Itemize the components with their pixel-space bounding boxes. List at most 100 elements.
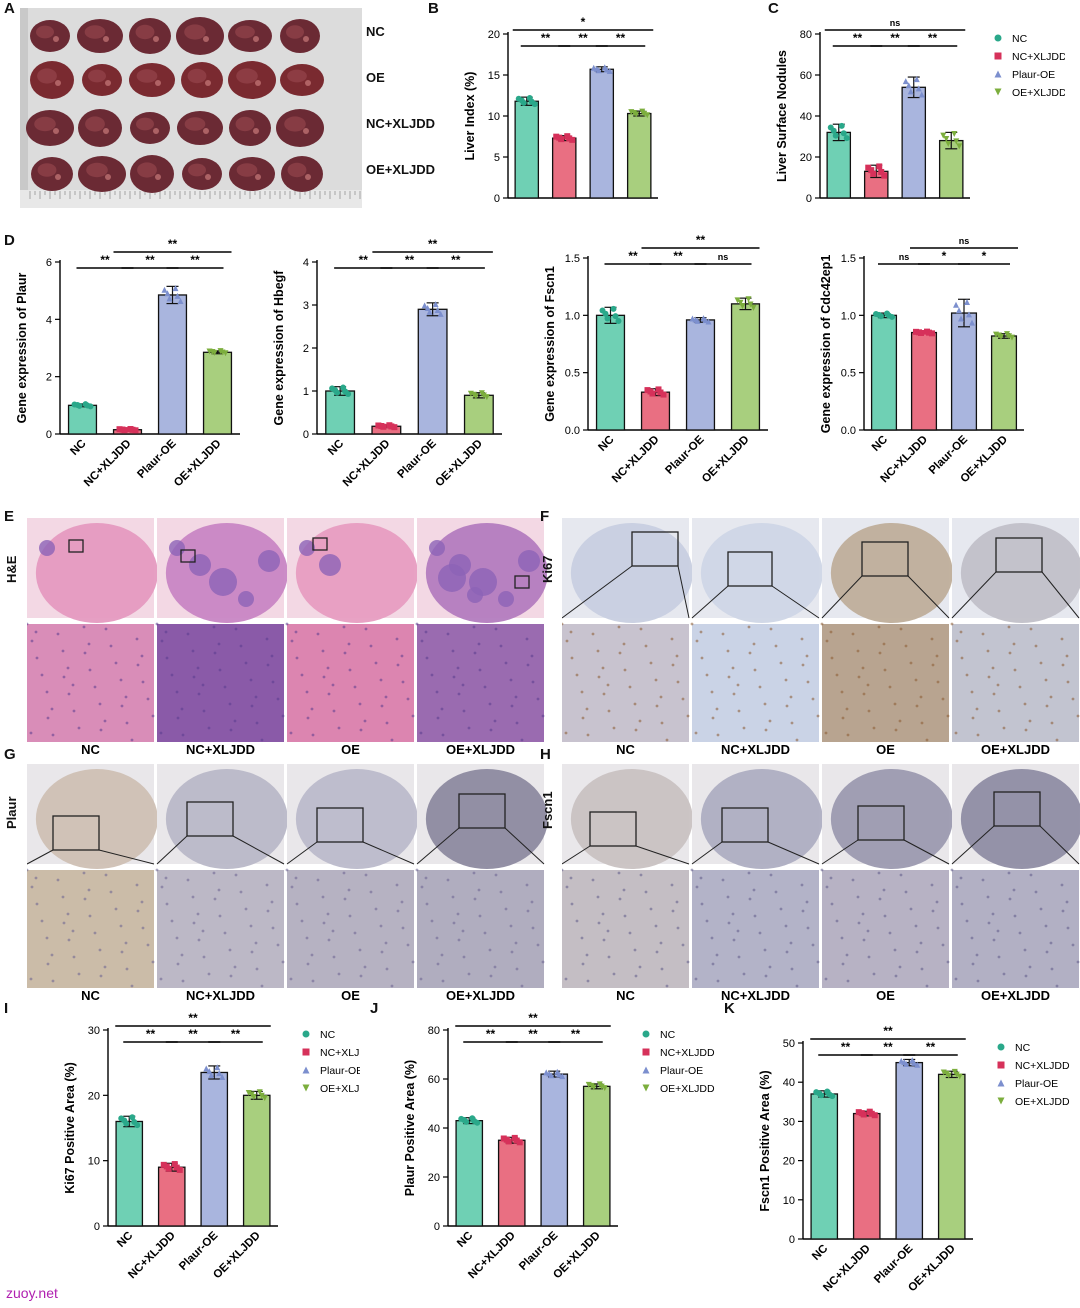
legend-nc-xljdd: NC+XLJDD — [1012, 51, 1065, 63]
zoom-image — [692, 624, 819, 742]
legend-oe-xljdd: OE+XLJDD — [1012, 87, 1065, 99]
liver-row-label: NC+XLJDD — [366, 116, 435, 131]
data-point — [830, 127, 837, 134]
bar-nc — [810, 1093, 839, 1240]
bar-nc-xljdd — [157, 1166, 186, 1227]
data-point — [1006, 333, 1012, 340]
y-tick-label: 3 — [303, 300, 309, 312]
y-tick-label: 30 — [783, 1116, 795, 1128]
histology-ki67: NC NC+XLJDD OE OE+XLJDD — [562, 518, 1080, 757]
significance-label: ** — [616, 31, 626, 45]
liver-row-label: NC — [366, 24, 385, 39]
panel-letter-b: B — [428, 0, 439, 17]
data-point — [996, 332, 1002, 339]
significance-label: * — [982, 249, 987, 263]
significance-label: ** — [541, 31, 551, 45]
data-point — [248, 1091, 255, 1098]
zoom-image — [822, 870, 949, 988]
zoom-line — [416, 827, 460, 865]
y-tick-label: 10 — [488, 111, 500, 123]
legend-nc: NC — [1012, 33, 1028, 45]
x-tick-label: OE+XLJDD — [172, 438, 224, 490]
significance-label: ** — [145, 253, 155, 267]
stain-label: Fscn1 — [540, 791, 555, 829]
group-label: NC+XLJDD — [186, 742, 255, 757]
liver-photo — [20, 8, 362, 208]
x-tick-label: NC — [115, 1230, 135, 1250]
zoom-box — [312, 537, 328, 551]
significance-label: ** — [188, 1012, 198, 1025]
data-point — [256, 1089, 263, 1096]
data-point — [610, 305, 617, 312]
data-point — [219, 349, 226, 356]
histology-he: NC NC+XLJDD OE OE+XLJDD — [27, 518, 547, 757]
data-point — [171, 1161, 178, 1168]
significance-label: * — [942, 249, 947, 263]
zoom-line — [691, 585, 729, 619]
data-point — [905, 82, 912, 89]
zoom-box — [861, 541, 909, 577]
zoom-line — [903, 839, 950, 865]
data-point — [964, 299, 970, 306]
watermark: zuoy.net — [6, 1285, 58, 1301]
bar-oe-xljdd — [730, 303, 761, 431]
zoom-image — [417, 624, 544, 742]
bar-nc — [826, 131, 852, 199]
data-point — [907, 88, 914, 95]
significance-label: ns — [890, 18, 901, 28]
legend-plaur-oe-marker — [642, 1066, 650, 1074]
y-axis-label: Liver Surface Nodules — [775, 50, 789, 182]
bar-oe-xljdd — [463, 394, 494, 435]
data-point — [593, 65, 600, 72]
data-point — [647, 388, 654, 395]
bar-nc — [115, 1120, 144, 1227]
significance-label: ** — [359, 253, 369, 267]
panel-letter-h: H — [540, 746, 551, 763]
zoom-line — [951, 825, 995, 865]
data-point — [173, 1164, 180, 1171]
zoom-box — [631, 531, 679, 567]
legend-nc: NC — [660, 1029, 676, 1041]
data-point — [958, 315, 964, 322]
bar-nc — [514, 100, 540, 199]
zoom-line — [562, 845, 591, 865]
zoom-image — [27, 624, 154, 742]
y-axis-label: Gene expression of Plaur — [15, 272, 29, 423]
y-tick-label: 0 — [806, 193, 812, 205]
data-point — [528, 98, 535, 105]
x-tick-label: NC+XLJDD — [82, 438, 134, 490]
data-point — [956, 307, 962, 314]
bar-plaur-oe — [685, 319, 716, 431]
data-point — [838, 122, 845, 129]
y-tick-label: 1.5 — [841, 253, 856, 265]
zoom-line — [1039, 825, 1080, 865]
significance-label: ** — [188, 1027, 198, 1041]
group-label: NC — [81, 988, 100, 1003]
y-tick-label: 60 — [800, 70, 812, 82]
y-tick-label: 0 — [494, 193, 500, 205]
bar-plaur-oe — [200, 1071, 229, 1227]
zoom-line — [771, 585, 820, 619]
zoom-image — [287, 870, 414, 988]
data-point — [432, 301, 439, 308]
y-tick-label: 6 — [46, 257, 52, 269]
y-axis-label: Gene expression of Hbegf — [272, 270, 286, 426]
bar-oe-xljdd — [626, 112, 652, 199]
y-tick-label: 80 — [428, 1025, 440, 1037]
legend-nc-marker — [997, 1043, 1005, 1051]
data-point — [886, 312, 892, 319]
y-tick-label: 20 — [88, 1090, 100, 1102]
bar-plaur-oe — [540, 1073, 569, 1227]
data-point — [911, 1059, 918, 1066]
data-point — [881, 172, 888, 179]
legend-nc: NC — [1015, 1042, 1031, 1054]
significance-label: ** — [528, 1012, 538, 1025]
y-tick-label: 0.0 — [841, 425, 856, 437]
y-axis-label: Gene expression of Fscn1 — [543, 266, 557, 422]
data-point — [163, 1163, 170, 1170]
zoom-image — [417, 870, 544, 988]
data-point — [843, 135, 850, 142]
data-point — [745, 296, 752, 303]
zoom-box — [458, 793, 506, 829]
zoom-line — [98, 849, 155, 865]
